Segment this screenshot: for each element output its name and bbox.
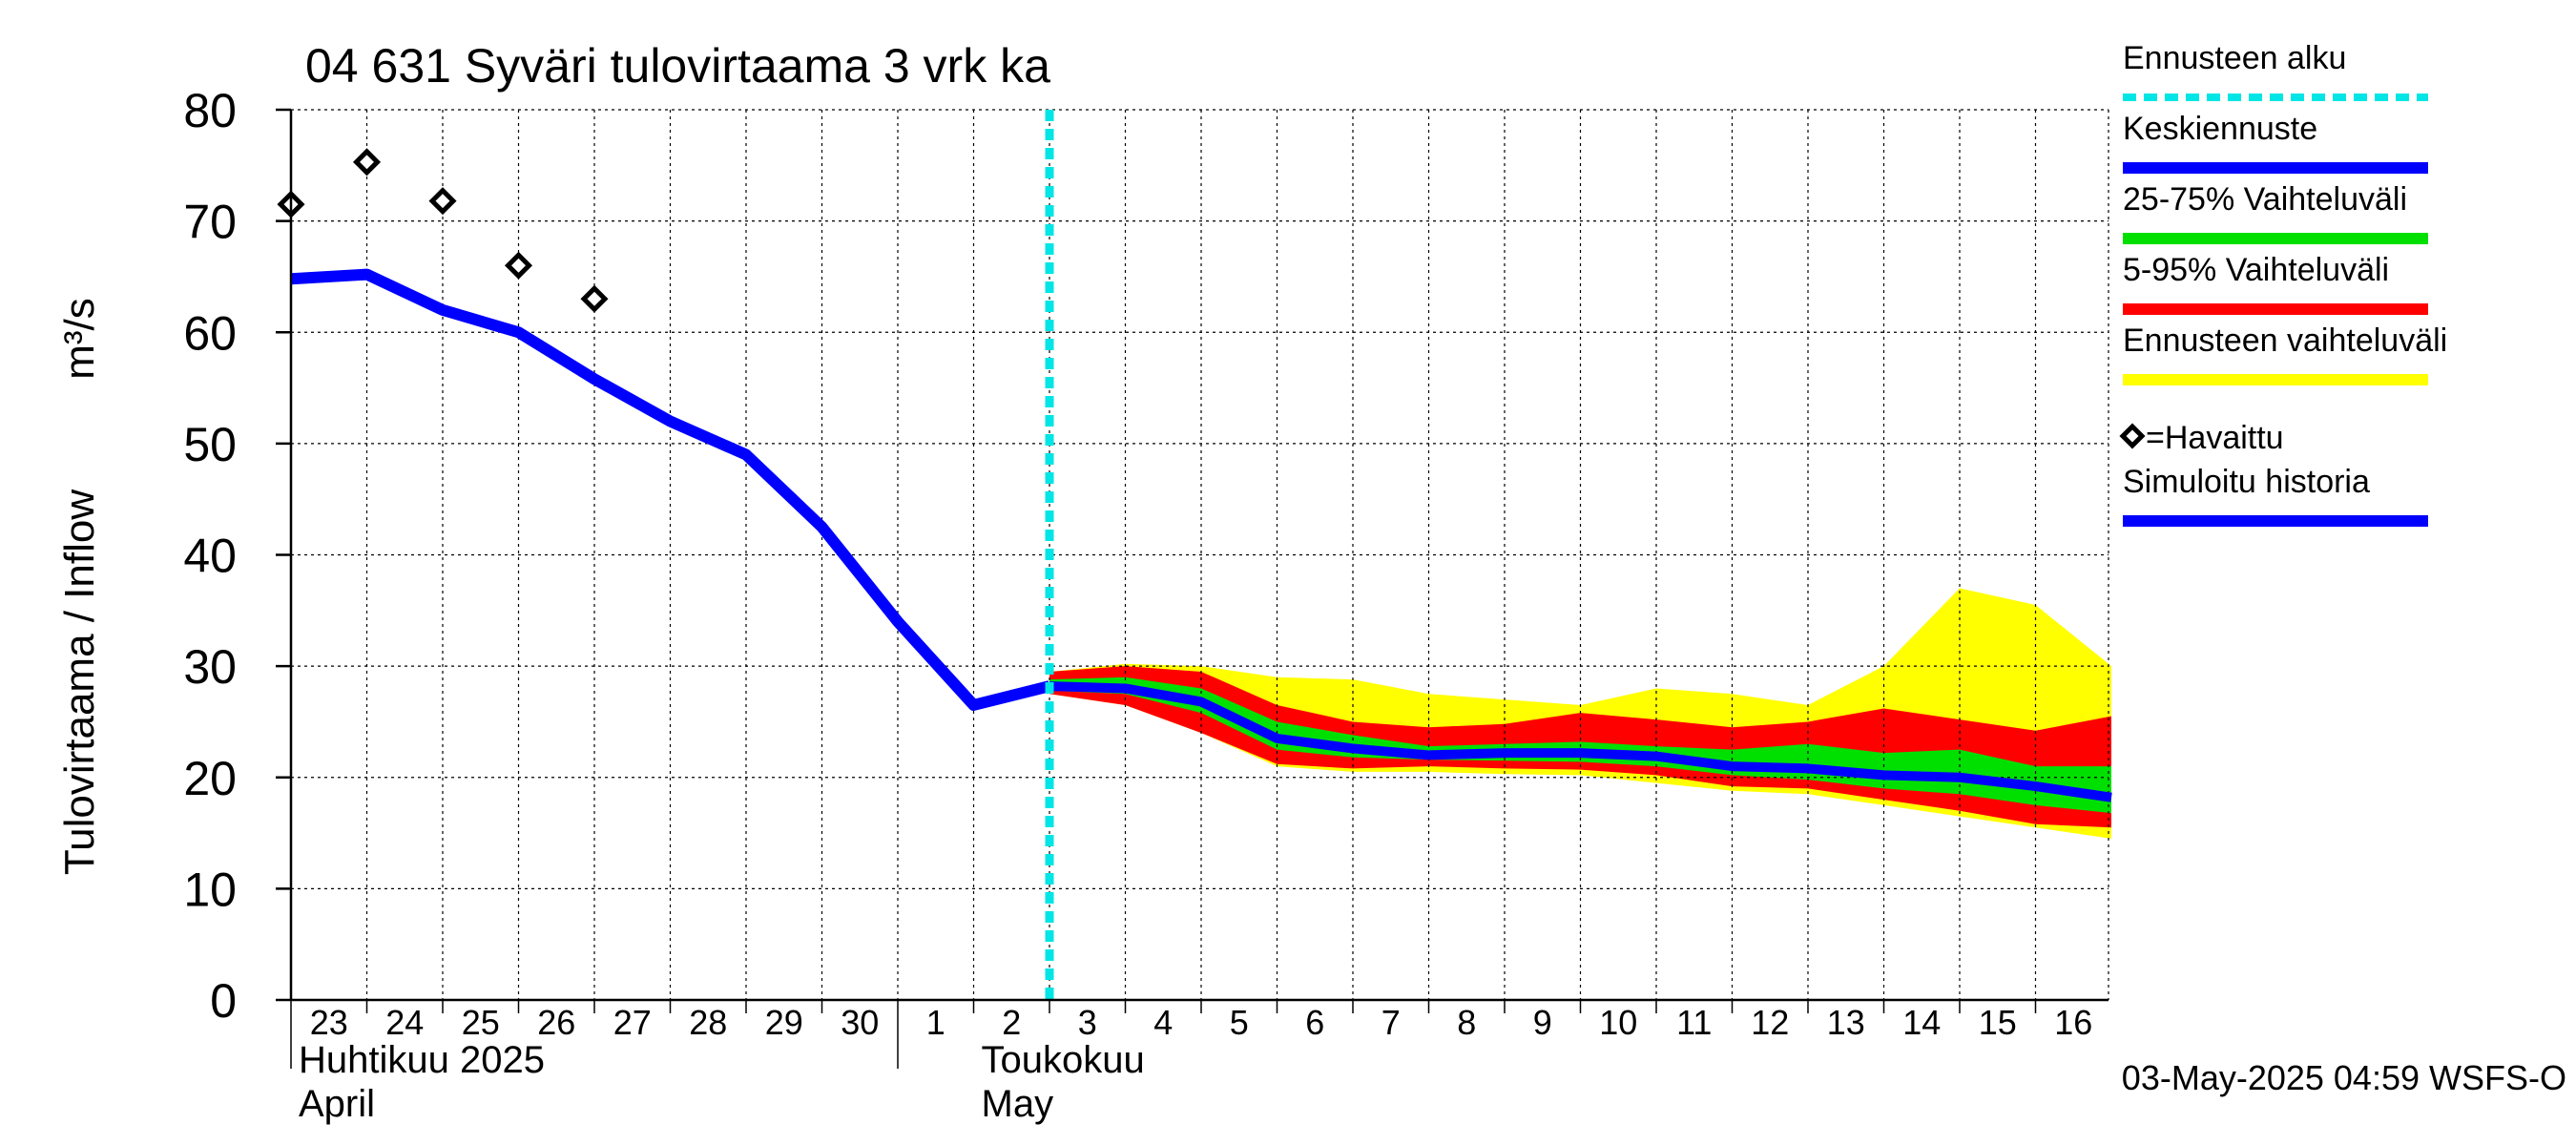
x-tick-label: 23: [310, 1003, 348, 1042]
x-tick-label: 29: [765, 1003, 803, 1042]
x-tick-label: 3: [1078, 1003, 1097, 1042]
observed-point: [580, 284, 609, 313]
legend-observed-marker: [2119, 423, 2146, 449]
x-tick-label: 1: [926, 1003, 945, 1042]
x-tick-label: 27: [613, 1003, 652, 1042]
month-label-en: April: [299, 1083, 375, 1125]
chart-title: 04 631 Syväri tulovirtaama 3 vrk ka: [305, 39, 1050, 93]
x-tick-label: 24: [385, 1003, 424, 1042]
x-tick-label: 9: [1533, 1003, 1552, 1042]
observed-point: [504, 251, 533, 280]
x-tick-label: 30: [841, 1003, 879, 1042]
observed-point: [428, 187, 457, 216]
x-tick-label: 16: [2054, 1003, 2092, 1042]
x-tick-label: 12: [1751, 1003, 1789, 1042]
legend: Ennusteen alku Keskiennuste 25-75% Vaihtel…: [2119, 40, 2447, 527]
observed-point: [352, 148, 382, 177]
history-line: [290, 268, 1051, 711]
y-tick-label: 70: [183, 196, 237, 249]
x-tick-label: 25: [462, 1003, 500, 1042]
x-tick-label: 6: [1305, 1003, 1324, 1042]
y-tick-label: 50: [183, 418, 237, 471]
legend-label: Keskiennuste: [2123, 111, 2317, 147]
x-tick-label: 10: [1599, 1003, 1637, 1042]
legend-label: Ennusteen alku: [2123, 40, 2346, 76]
y-tick-label: 60: [183, 306, 237, 360]
x-tick-label: 4: [1153, 1003, 1173, 1042]
y-tick-label: 20: [183, 752, 237, 805]
x-tick-label: 2: [1002, 1003, 1021, 1042]
y-tick-label: 30: [183, 640, 237, 694]
grid-lines: [291, 109, 2109, 1000]
legend-label: 25-75% Vaihteluväli: [2123, 181, 2407, 218]
legend-label: Simuloitu historia: [2123, 464, 2370, 500]
x-tick-label: 8: [1457, 1003, 1476, 1042]
y-tick-label: 10: [183, 863, 237, 916]
y-tick-label: 80: [183, 84, 237, 137]
median-line: [1049, 681, 2112, 802]
y-axis-unit: m³/s: [56, 298, 103, 380]
y-axis-label: Tulovirtaama / Inflow: [56, 489, 103, 876]
month-label-fi: Toukokuu: [982, 1039, 1145, 1081]
y-tick-label: 40: [183, 530, 237, 583]
series-lines: [290, 110, 2112, 1000]
x-tick-label: 26: [537, 1003, 575, 1042]
legend-label: =Havaittu: [2146, 420, 2284, 456]
x-tick-label: 5: [1230, 1003, 1249, 1042]
x-tick-label: 7: [1381, 1003, 1401, 1042]
x-tick-label: 11: [1676, 1003, 1712, 1042]
legend-label: 5-95% Vaihteluväli: [2123, 252, 2389, 288]
month-label-en: May: [982, 1083, 1054, 1125]
x-tick-label: 13: [1827, 1003, 1865, 1042]
x-tick-label: 28: [689, 1003, 727, 1042]
legend-label: Ennusteen vaihteluväli: [2123, 323, 2447, 359]
observed-markers: [277, 148, 609, 313]
x-tick-label: 15: [1979, 1003, 2017, 1042]
y-tick-label: 0: [210, 974, 237, 1028]
month-label-fi: Huhtikuu 2025: [299, 1039, 545, 1081]
footer-timestamp: 03-May-2025 04:59 WSFS-O: [2122, 1058, 2566, 1097]
x-tick-label: 14: [1902, 1003, 1941, 1042]
